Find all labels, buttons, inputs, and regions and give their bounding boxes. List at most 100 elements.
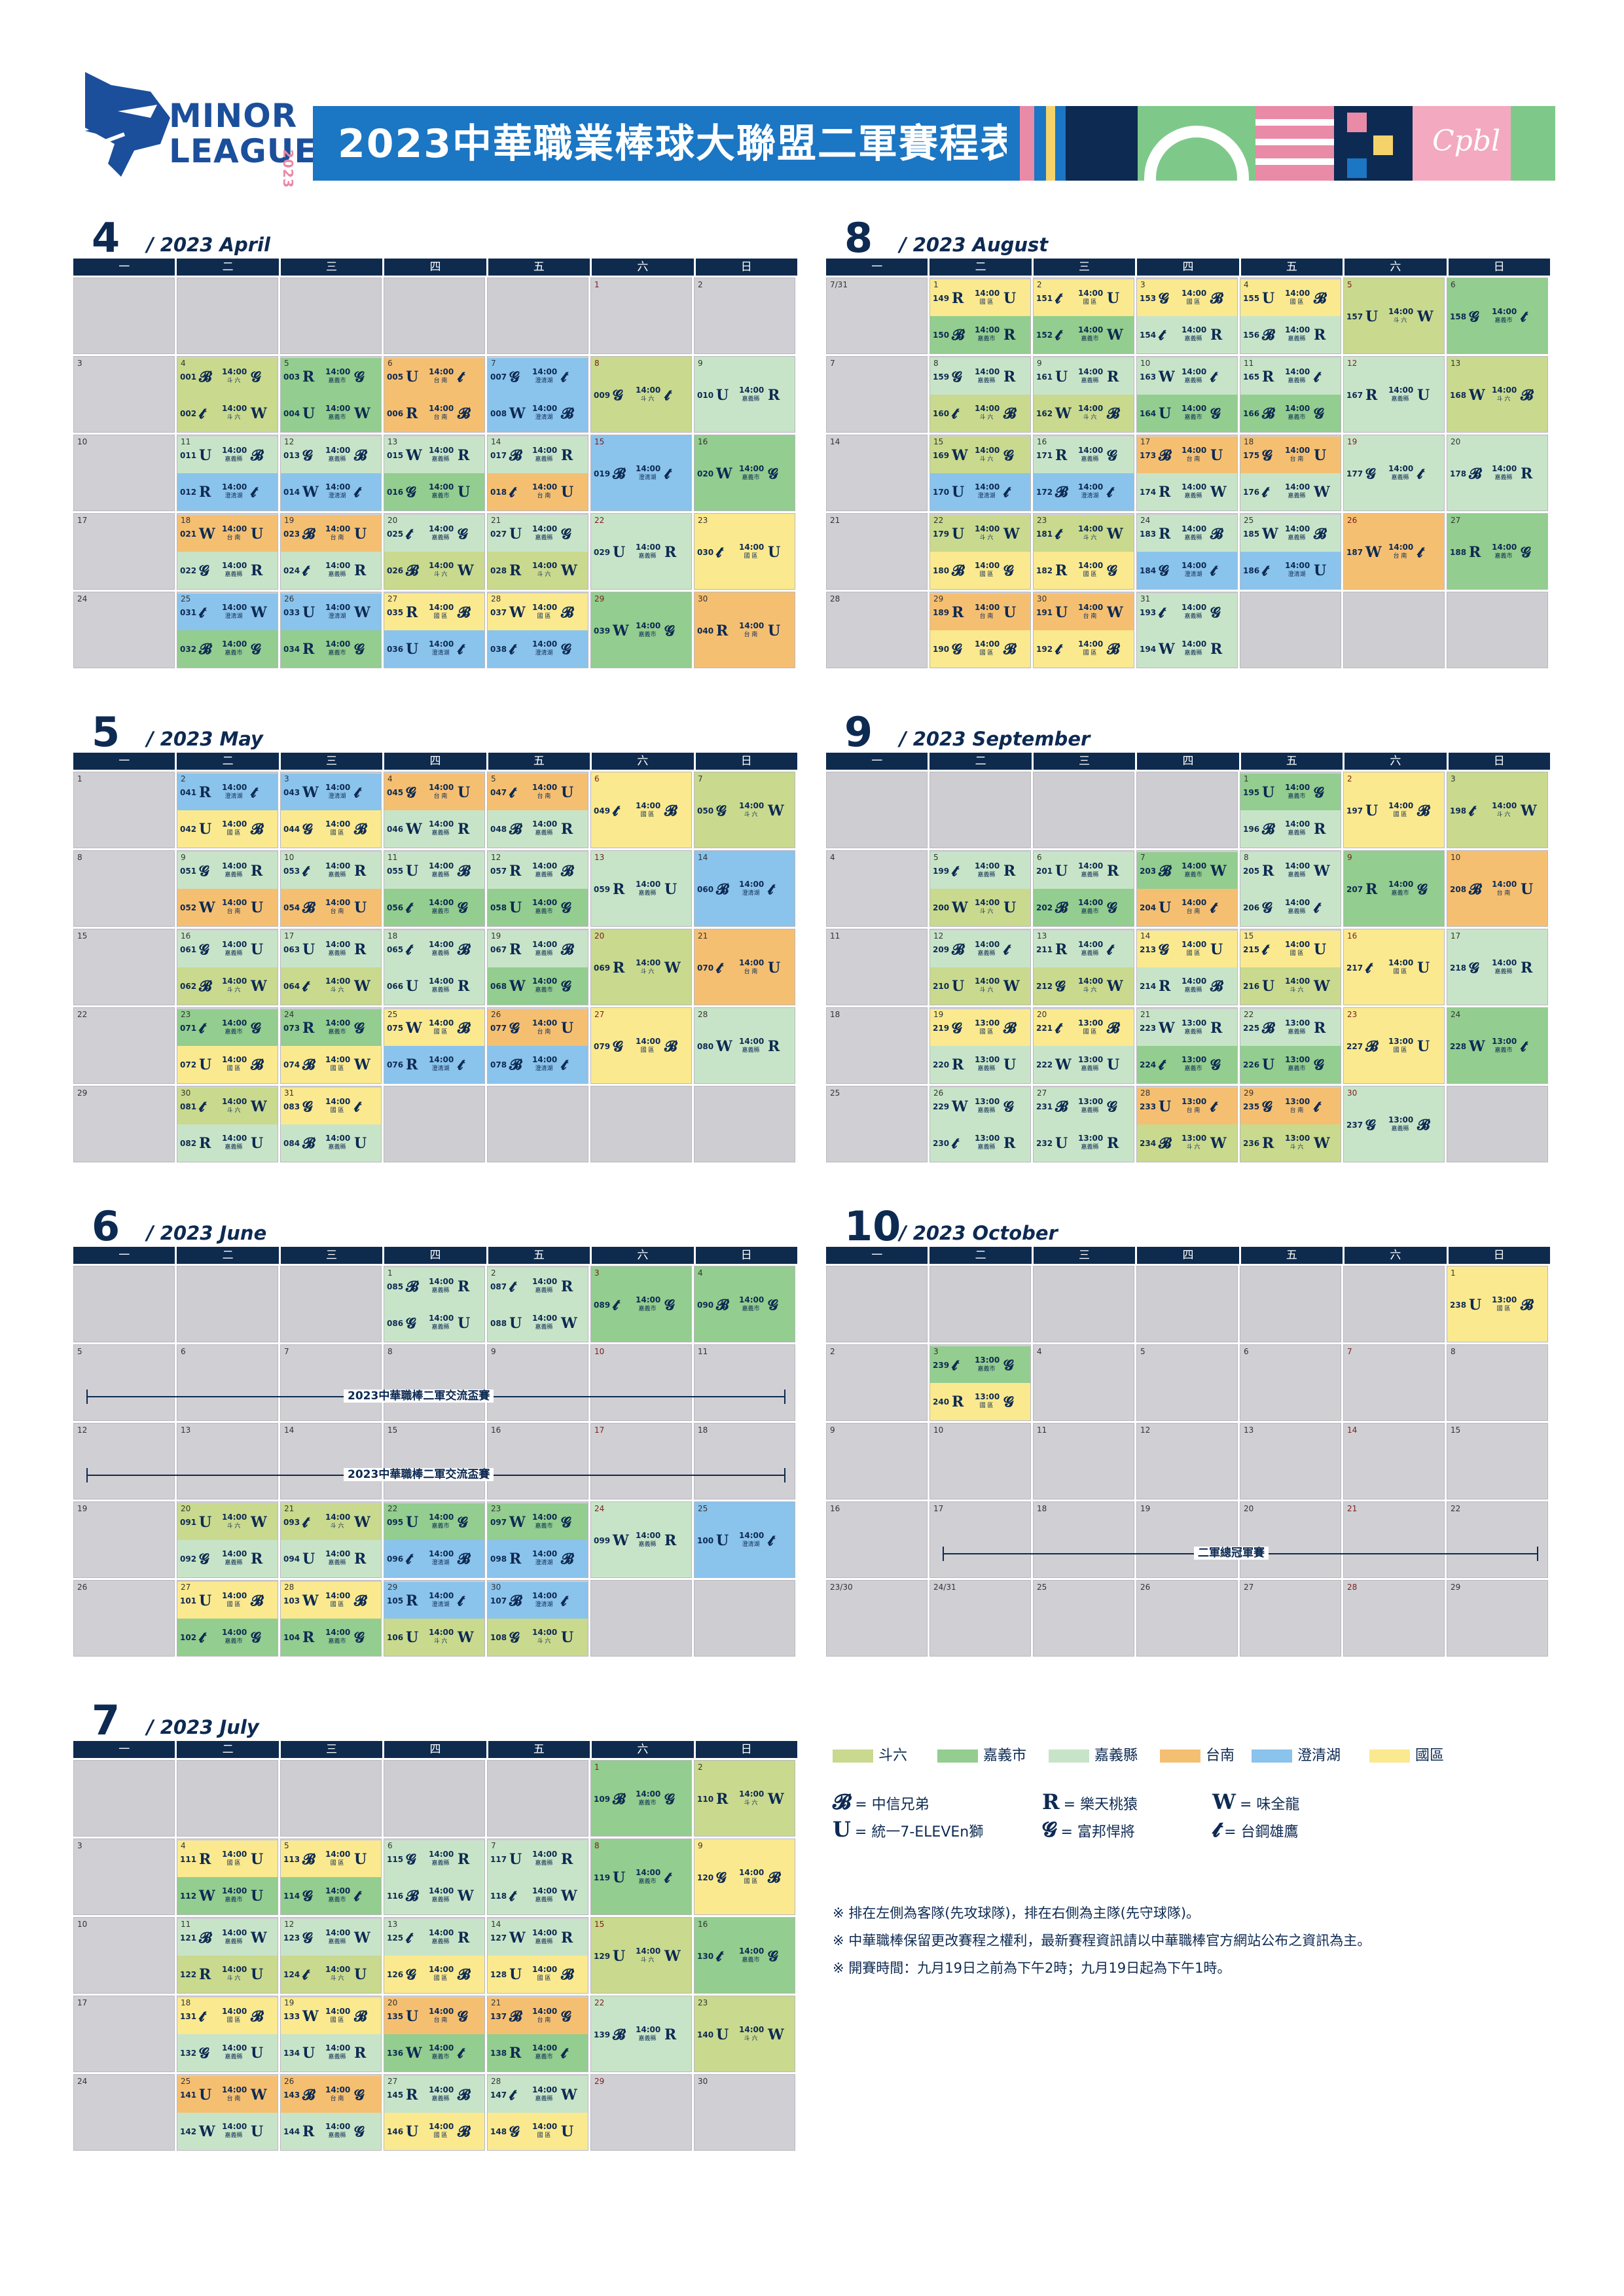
game-entry[interactable]: 229 W 13:00 嘉義縣 𝓖 [930,1088,1030,1125]
game-entry[interactable]: 094 U 14:00 嘉義縣 R [281,1540,381,1577]
game-entry[interactable]: 065 𝓽 14:00 嘉義縣 𝓑 [384,931,484,968]
game-entry[interactable]: 102 𝓽 14:00 嘉義市 𝓖 [177,1619,278,1656]
game-entry[interactable]: 080 W 14:00 嘉義縣 R [695,1008,795,1083]
game-entry[interactable]: 095 U 14:00 嘉義市 𝓖 [384,1503,484,1541]
game-entry[interactable]: 223 W 13:00 嘉義縣 R [1137,1009,1237,1047]
game-entry[interactable]: 027 U 14:00 嘉義縣 𝓖 [488,515,588,552]
game-entry[interactable]: 158 𝓖 14:00 嘉義市 𝓽 [1447,278,1547,353]
game-entry[interactable]: 206 𝓖 14:00 嘉義縣 𝓽 [1240,889,1341,926]
game-entry[interactable]: 188 R 14:00 嘉義市 𝓖 [1447,514,1547,589]
game-entry[interactable]: 053 𝓽 14:00 嘉義縣 R [281,852,381,889]
game-entry[interactable]: 172 𝓑 14:00 澄清湖 𝓽 [1034,473,1134,511]
game-entry[interactable]: 150 𝓑 14:00 嘉義市 R [930,316,1030,353]
game-entry[interactable]: 142 W 14:00 嘉義縣 U [177,2113,278,2150]
game-entry[interactable]: 017 𝓑 14:00 嘉義縣 R [488,437,588,474]
game-entry[interactable]: 008 W 14:00 澄清湖 𝓑 [488,395,588,432]
game-entry[interactable]: 096 𝓽 14:00 澄清湖 𝓑 [384,1540,484,1577]
game-entry[interactable]: 056 𝓽 14:00 嘉義市 𝓖 [384,889,484,926]
game-entry[interactable]: 222 W 13:00 嘉義縣 U [1034,1046,1134,1083]
game-entry[interactable]: 154 𝓽 14:00 嘉義縣 R [1137,316,1237,353]
game-entry[interactable]: 193 𝓽 14:00 嘉義縣 𝓖 [1137,594,1237,631]
game-entry[interactable]: 171 R 14:00 嘉義縣 𝓖 [1034,437,1134,474]
game-entry[interactable]: 041 R 14:00 澄清湖 𝓽 [177,774,278,811]
game-entry[interactable]: 132 𝓖 14:00 嘉義縣 U [177,2034,278,2072]
game-entry[interactable]: 231 𝓑 13:00 嘉義縣 𝓖 [1034,1088,1134,1125]
game-entry[interactable]: 239 𝓽 13:00 嘉義市 𝓖 [930,1346,1030,1384]
game-entry[interactable]: 097 W 14:00 嘉義市 𝓖 [488,1503,588,1541]
game-entry[interactable]: 039 W 14:00 嘉義市 𝓖 [591,592,691,668]
game-entry[interactable]: 036 U 14:00 澄清湖 𝓽 [384,630,484,668]
game-entry[interactable]: 016 𝓖 14:00 嘉義市 U [384,473,484,511]
game-entry[interactable]: 107 𝓑 14:00 澄清湖 𝓽 [488,1582,588,1619]
game-entry[interactable]: 043 W 14:00 澄清湖 𝓽 [281,774,381,811]
game-entry[interactable]: 098 R 14:00 澄清湖 𝓑 [488,1540,588,1577]
game-entry[interactable]: 010 U 14:00 嘉義縣 R [695,357,795,432]
game-entry[interactable]: 014 W 14:00 澄清湖 𝓽 [281,473,381,511]
game-entry[interactable]: 115 𝓖 14:00 嘉義縣 R [384,1840,484,1878]
game-entry[interactable]: 186 𝓽 14:00 澄清湖 U [1240,552,1341,589]
game-entry[interactable]: 159 𝓖 14:00 嘉義縣 R [930,358,1030,395]
game-entry[interactable]: 183 R 14:00 嘉義縣 𝓑 [1137,515,1237,552]
game-entry[interactable]: 178 𝓑 14:00 嘉義縣 R [1447,435,1547,511]
game-entry[interactable]: 214 R 14:00 嘉義縣 𝓑 [1137,967,1237,1005]
game-entry[interactable]: 038 𝓽 14:00 澄清湖 𝓖 [488,630,588,668]
game-entry[interactable]: 138 R 14:00 嘉義市 𝓽 [488,2034,588,2072]
game-entry[interactable]: 088 U 14:00 嘉義縣 W [488,1304,588,1342]
game-entry[interactable]: 152 𝓽 14:00 嘉義市 W [1034,316,1134,353]
game-entry[interactable]: 177 𝓖 14:00 嘉義縣 𝓽 [1344,435,1444,511]
game-entry[interactable]: 165 R 14:00 嘉義縣 𝓽 [1240,358,1341,395]
game-entry[interactable]: 167 R 14:00 嘉義縣 U [1344,357,1444,432]
game-entry[interactable]: 007 𝓖 14:00 澄清湖 𝓽 [488,358,588,395]
game-entry[interactable]: 061 𝓖 14:00 嘉義縣 U [177,931,278,968]
game-entry[interactable]: 020 W 14:00 嘉義市 𝓖 [695,435,795,511]
game-entry[interactable]: 136 W 14:00 嘉義市 𝓽 [384,2034,484,2072]
game-entry[interactable]: 226 U 13:00 嘉義市 𝓖 [1240,1046,1341,1083]
game-entry[interactable]: 161 U 14:00 嘉義縣 R [1034,358,1134,395]
game-entry[interactable]: 078 𝓑 14:00 澄清湖 𝓽 [488,1046,588,1083]
game-entry[interactable]: 092 𝓖 14:00 嘉義縣 R [177,1540,278,1577]
game-entry[interactable]: 086 𝓖 14:00 嘉義縣 U [384,1304,484,1342]
game-entry[interactable]: 087 𝓽 14:00 嘉義縣 R [488,1268,588,1305]
